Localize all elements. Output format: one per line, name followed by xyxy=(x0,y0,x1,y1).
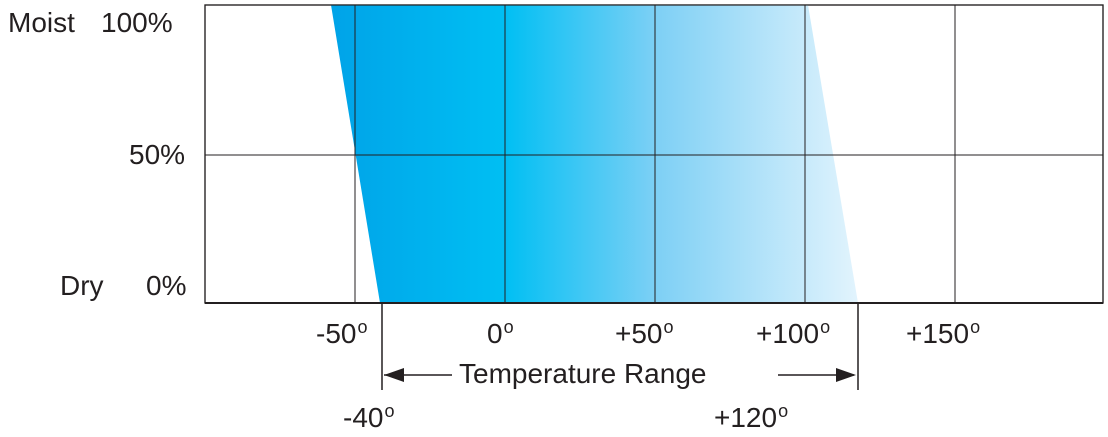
x-tick-plus100: +100o xyxy=(756,317,831,349)
y-label-moist: Moist xyxy=(8,7,75,38)
y-label-50: 50% xyxy=(129,139,186,170)
x-tick-plus50: +50o xyxy=(615,317,674,349)
x-tick-0: 0o xyxy=(487,317,514,349)
temperature-range-label: Temperature Range xyxy=(459,358,707,389)
grid xyxy=(205,5,1103,303)
x-tick-plus150: +150o xyxy=(906,317,981,349)
range-arrow-left-icon xyxy=(384,368,404,382)
range-arrow-right-icon xyxy=(836,368,856,382)
range-min-label: -40o xyxy=(343,401,395,433)
y-label-100: 100% xyxy=(101,7,173,38)
range-max-label: +120o xyxy=(714,401,789,433)
y-label-0: 0% xyxy=(146,270,187,301)
temperature-range-band xyxy=(331,5,858,303)
y-label-dry: Dry xyxy=(60,270,104,301)
x-tick-minus50: -50o xyxy=(316,317,368,349)
